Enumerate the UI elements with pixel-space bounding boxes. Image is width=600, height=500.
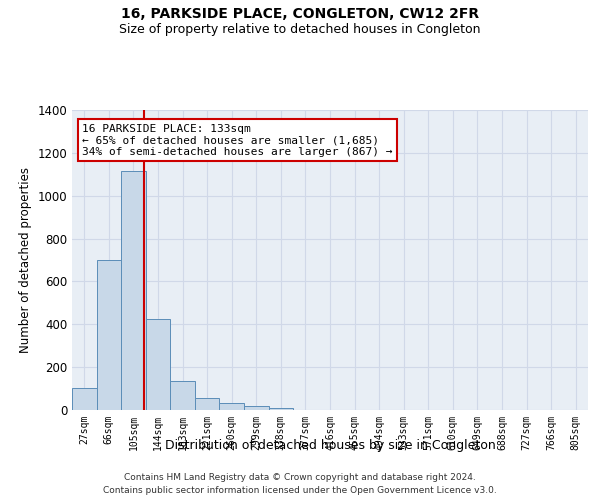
Bar	[72, 388, 97, 410]
Bar	[146, 319, 170, 410]
Bar	[269, 408, 293, 410]
Y-axis label: Number of detached properties: Number of detached properties	[19, 167, 32, 353]
Bar	[97, 260, 121, 410]
Bar	[195, 398, 220, 410]
Text: Contains HM Land Registry data © Crown copyright and database right 2024.
Contai: Contains HM Land Registry data © Crown c…	[103, 474, 497, 495]
Text: 16 PARKSIDE PLACE: 133sqm
← 65% of detached houses are smaller (1,685)
34% of se: 16 PARKSIDE PLACE: 133sqm ← 65% of detac…	[82, 124, 393, 156]
Bar	[244, 406, 269, 410]
Text: Size of property relative to detached houses in Congleton: Size of property relative to detached ho…	[119, 22, 481, 36]
Bar	[220, 403, 244, 410]
Bar	[121, 171, 146, 410]
Bar	[170, 381, 195, 410]
Text: Distribution of detached houses by size in Congleton: Distribution of detached houses by size …	[164, 440, 496, 452]
Text: 16, PARKSIDE PLACE, CONGLETON, CW12 2FR: 16, PARKSIDE PLACE, CONGLETON, CW12 2FR	[121, 8, 479, 22]
